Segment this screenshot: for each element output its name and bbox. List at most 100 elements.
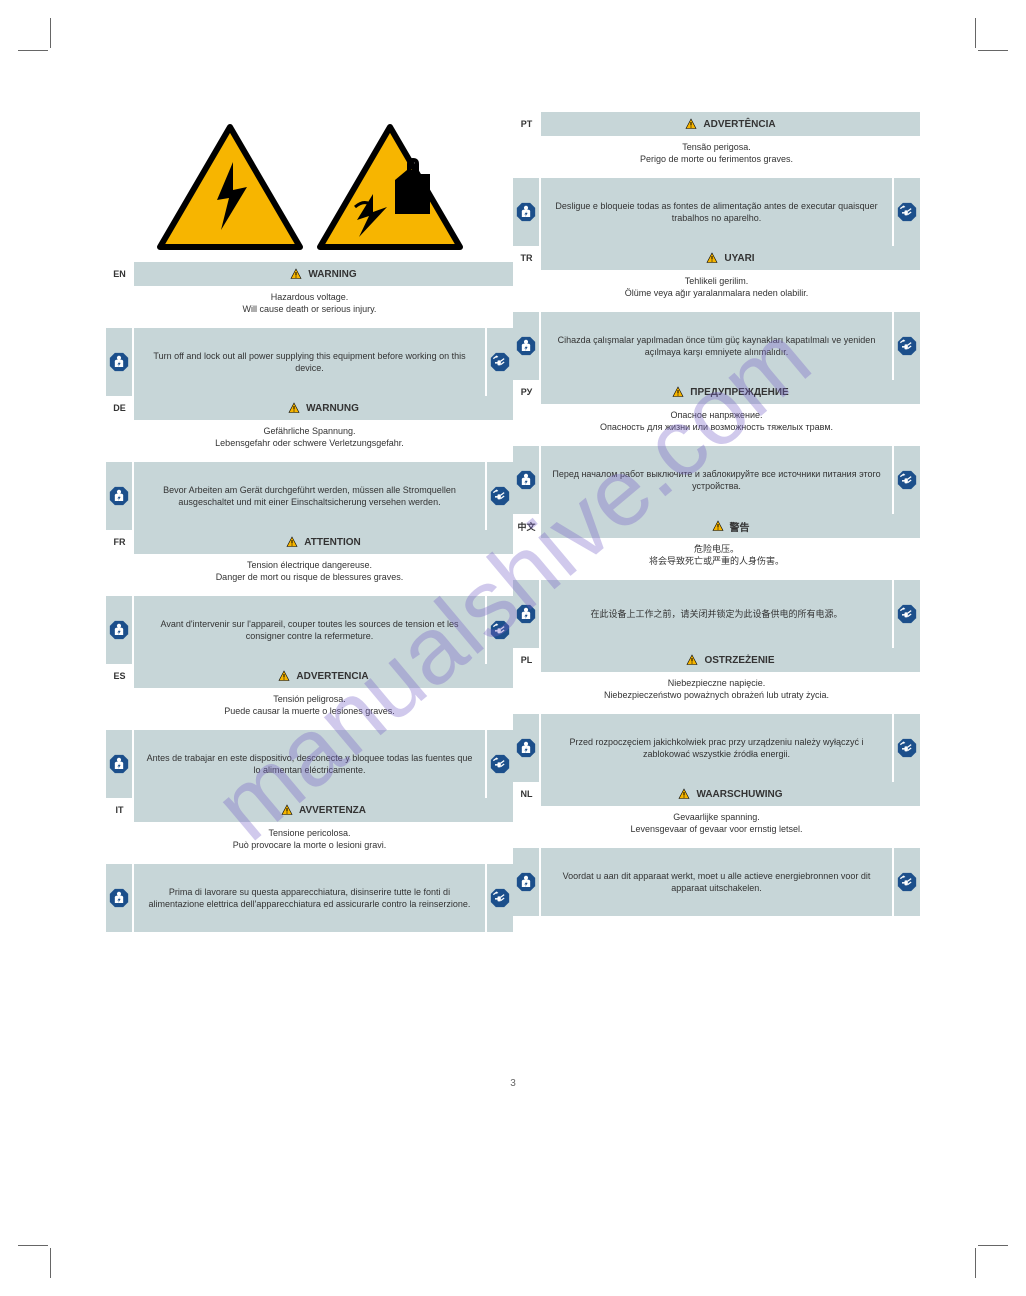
action-text: Turn off and lock out all power supplyin…	[134, 328, 485, 396]
electrician-icon	[109, 620, 129, 640]
disconnect-icon-cell	[485, 864, 513, 932]
disconnect-icon-cell	[892, 580, 920, 648]
disconnect-plug-icon	[490, 888, 510, 908]
disconnect-icon-cell	[892, 848, 920, 916]
disconnect-plug-icon	[897, 470, 917, 490]
warning-header: WARNING	[134, 262, 513, 286]
hazard-text: Tehlikeli gerilim. Ölüme veya ağır yaral…	[513, 270, 920, 312]
warning-label: ATTENTION	[304, 537, 360, 548]
warning-label: 警告	[730, 519, 750, 534]
warning-triangle-icon	[672, 386, 684, 398]
electrician-icon-cell	[513, 446, 541, 514]
warning-triangle-icon	[712, 520, 724, 532]
warning-block: EN WARNING Hazardous voltage. Will cause…	[106, 262, 513, 396]
electrician-icon-cell	[513, 178, 541, 246]
language-code: FR	[106, 530, 134, 554]
warning-block: FR ATTENTION Tension électrique dangereu…	[106, 530, 513, 664]
hazard-text: Tensión peligrosa. Puede causar la muert…	[106, 688, 513, 730]
warning-triangle-icon	[678, 788, 690, 800]
hazard-text: Опасное напряжение. Опасность для жизни …	[513, 404, 920, 446]
warning-header: 警告	[541, 514, 920, 538]
language-code: PL	[513, 648, 541, 672]
electrician-icon-cell	[106, 596, 134, 664]
action-text: Przed rozpoczęciem jakichkolwiek prac pr…	[541, 714, 892, 782]
language-code: PT	[513, 112, 541, 136]
hazard-text: Gevaarlijke spanning. Levensgevaar of ge…	[513, 806, 920, 848]
hazard-text: Tensione pericolosa. Può provocare la mo…	[106, 822, 513, 864]
language-code: NL	[513, 782, 541, 806]
warning-block: ES ADVERTENCIA Tensión peligrosa. Puede …	[106, 664, 513, 798]
electrical-hazard-sign-icon	[155, 122, 305, 252]
hazard-text: Gefährliche Spannung. Lebensgefahr oder …	[106, 420, 513, 462]
disconnect-plug-icon	[897, 202, 917, 222]
language-code: ES	[106, 664, 134, 688]
action-text: Prima di lavorare su questa apparecchiat…	[134, 864, 485, 932]
disconnect-icon-cell	[892, 312, 920, 380]
warning-block: TR UYARI Tehlikeli gerilim. Ölüme veya a…	[513, 246, 920, 380]
disconnect-plug-icon	[490, 754, 510, 774]
action-text: Перед началом работ выключите и заблокир…	[541, 446, 892, 514]
warning-label: ADVERTÊNCIA	[703, 119, 775, 130]
warning-header: WARNUNG	[134, 396, 513, 420]
disconnect-icon-cell	[892, 446, 920, 514]
hazard-text: Niebezpieczne napięcie. Niebezpieczeństw…	[513, 672, 920, 714]
hazard-text: Tensão perigosa. Perigo de morte ou feri…	[513, 136, 920, 178]
warning-header: WAARSCHUWING	[541, 782, 920, 806]
electrician-icon	[516, 470, 536, 490]
warning-block: NL WAARSCHUWING Gevaarlijke spanning. Le…	[513, 782, 920, 916]
warning-block: PT ADVERTÊNCIA Tensão perigosa. Perigo d…	[513, 112, 920, 246]
warning-header: ПРЕДУПРЕЖДЕНИЕ	[541, 380, 920, 404]
left-column: EN WARNING Hazardous voltage. Will cause…	[106, 112, 513, 932]
language-code: TR	[513, 246, 541, 270]
warning-block: DE WARNUNG Gefährliche Spannung. Lebensg…	[106, 396, 513, 530]
warning-header: ATTENTION	[134, 530, 513, 554]
disconnect-plug-icon	[897, 336, 917, 356]
electrician-icon	[516, 604, 536, 624]
warning-triangle-icon	[685, 118, 697, 130]
electrician-icon	[516, 872, 536, 892]
warning-label: UYARI	[724, 253, 754, 264]
electrician-icon	[109, 352, 129, 372]
warning-label: WARNING	[308, 269, 356, 280]
warning-block: 中文 警告 危险电压。 将会导致死亡或严重的人身伤害。 在此设	[513, 514, 920, 648]
arc-flash-sign-icon	[315, 122, 465, 252]
electrician-icon	[109, 754, 129, 774]
hazard-text: 危险电压。 将会导致死亡或严重的人身伤害。	[513, 538, 920, 580]
action-text: Bevor Arbeiten am Gerät durchgeführt wer…	[134, 462, 485, 530]
warning-triangle-icon	[278, 670, 290, 682]
warning-block: IT AVVERTENZA Tensione pericolosa. Può p…	[106, 798, 513, 932]
warning-triangle-icon	[290, 268, 302, 280]
disconnect-icon-cell	[485, 730, 513, 798]
warning-block: PL OSTRZEŻENIE Niebezpieczne napięcie. N…	[513, 648, 920, 782]
electrician-icon-cell	[513, 312, 541, 380]
disconnect-plug-icon	[897, 872, 917, 892]
disconnect-plug-icon	[490, 620, 510, 640]
warning-label: OSTRZEŻENIE	[704, 655, 774, 666]
disconnect-icon-cell	[485, 462, 513, 530]
right-column: PT ADVERTÊNCIA Tensão perigosa. Perigo d…	[513, 112, 920, 932]
warning-triangle-icon	[706, 252, 718, 264]
disconnect-plug-icon	[490, 486, 510, 506]
hazard-text: Hazardous voltage. Will cause death or s…	[106, 286, 513, 328]
language-code: IT	[106, 798, 134, 822]
disconnect-icon-cell	[485, 596, 513, 664]
action-text: Voordat u aan dit apparaat werkt, moet u…	[541, 848, 892, 916]
warning-header: ADVERTÊNCIA	[541, 112, 920, 136]
action-text: Antes de trabajar en este dispositivo, d…	[134, 730, 485, 798]
electrician-icon-cell	[513, 714, 541, 782]
disconnect-plug-icon	[897, 738, 917, 758]
warning-label: ПРЕДУПРЕЖДЕНИЕ	[690, 387, 788, 398]
warning-header: AVVERTENZA	[134, 798, 513, 822]
hazard-text: Tension électrique dangereuse. Danger de…	[106, 554, 513, 596]
language-code: РУ	[513, 380, 541, 404]
warning-label: WARNUNG	[306, 403, 359, 414]
action-text: Avant d'intervenir sur l'appareil, coupe…	[134, 596, 485, 664]
electrician-icon-cell	[106, 864, 134, 932]
electrician-icon-cell	[106, 730, 134, 798]
warning-triangle-icon	[686, 654, 698, 666]
electrician-icon	[109, 486, 129, 506]
warning-label: WAARSCHUWING	[696, 789, 782, 800]
warning-triangle-icon	[281, 804, 293, 816]
disconnect-plug-icon	[490, 352, 510, 372]
electrician-icon-cell	[106, 462, 134, 530]
